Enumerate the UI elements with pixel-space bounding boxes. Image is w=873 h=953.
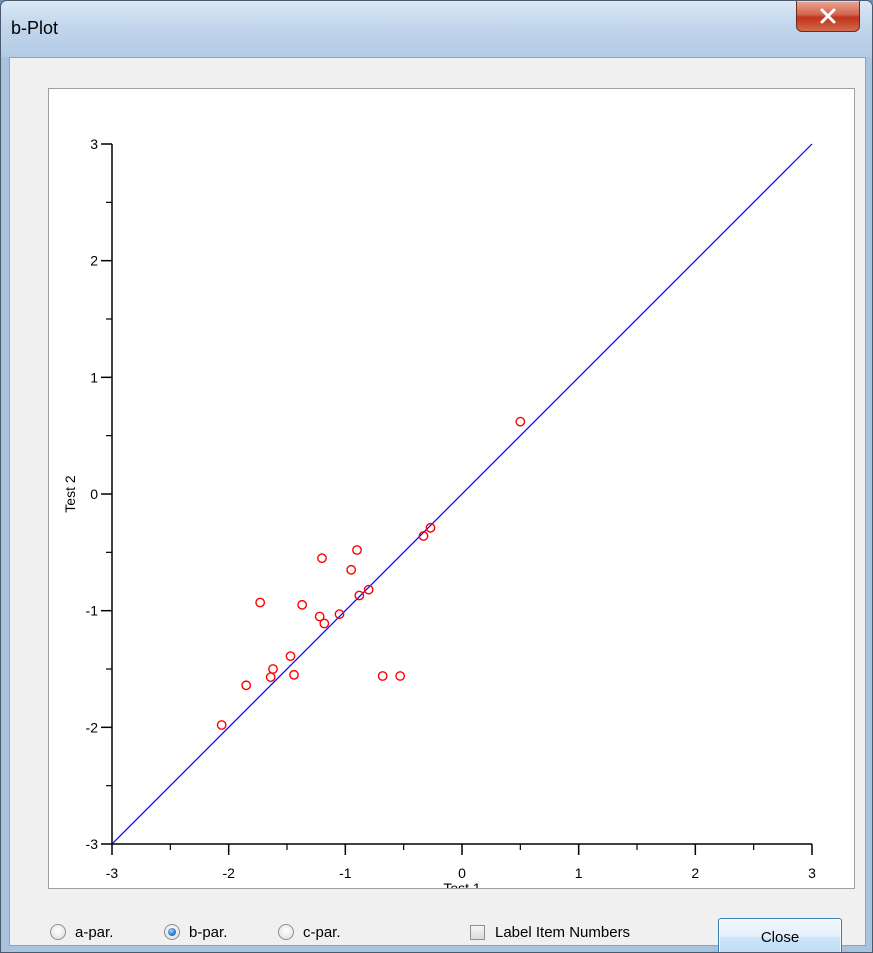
- close-button[interactable]: Close: [718, 918, 842, 952]
- data-point: [334, 609, 345, 620]
- y-tick-label: 0: [90, 486, 98, 502]
- window-close-button[interactable]: [796, 1, 860, 32]
- x-ticks: -3 -2 -1 0 1 2 3: [106, 844, 816, 881]
- close-x-icon: [820, 8, 836, 24]
- data-point: [352, 545, 362, 555]
- plot-area: -3 -2 -1 0 1 2 3 -3 -2 -1 0 1 2 3 Test 1 Test 2: [48, 88, 855, 889]
- scatter-plot: -3 -2 -1 0 1 2 3 -3 -2 -1 0 1 2 3 Test 1 Test 2: [62, 136, 816, 888]
- label-item-numbers-box[interactable]: [470, 924, 485, 940]
- radio-b-par-label: b-par.: [189, 923, 228, 941]
- window-title: b-Plot: [11, 18, 59, 38]
- y-ticks: -3 -2 -1 0 1 2 3: [86, 136, 112, 852]
- x-tick-label: -1: [339, 865, 352, 881]
- x-tick-label: 2: [691, 865, 699, 881]
- data-point: [216, 720, 227, 730]
- data-point: [418, 531, 429, 541]
- x-tick-label: 0: [458, 865, 466, 881]
- data-point: [363, 584, 374, 595]
- x-tick-label: -3: [106, 865, 119, 881]
- data-point: [317, 553, 327, 564]
- data-point: [395, 671, 406, 681]
- y-tick-label: 2: [90, 253, 98, 269]
- y-tick-label: -3: [86, 836, 99, 852]
- y-tick-label: 1: [90, 369, 98, 385]
- controls-bar: a-par. b-par. c-par. Label Item Numbers …: [10, 918, 867, 952]
- data-point: [289, 669, 299, 680]
- radio-c-par[interactable]: c-par.: [278, 920, 341, 944]
- radio-c-par-label: c-par.: [303, 923, 341, 941]
- y-tick-label: -2: [86, 719, 99, 735]
- y-tick-label: -1: [86, 603, 99, 619]
- data-point: [346, 564, 357, 575]
- data-point: [377, 671, 388, 681]
- radio-a-par-label: a-par.: [75, 923, 114, 941]
- data-point: [241, 680, 252, 691]
- radio-b-par-circle[interactable]: [164, 924, 180, 940]
- data-point: [265, 672, 276, 683]
- data-point: [314, 611, 325, 622]
- identity-reference-line: [111, 143, 813, 845]
- data-point: [285, 651, 296, 662]
- y-tick-label: 3: [90, 136, 98, 152]
- data-point: [268, 664, 278, 674]
- data-point: [255, 597, 266, 608]
- title-bar[interactable]: b-Plot: [1, 1, 872, 57]
- data-point: [515, 416, 526, 427]
- dialog-client-area: -3 -2 -1 0 1 2 3 -3 -2 -1 0 1 2 3 Test 1 Test 2 a-pa…: [9, 57, 866, 952]
- x-tick-label: 3: [808, 865, 816, 881]
- label-item-numbers-label: Label Item Numbers: [495, 923, 631, 941]
- data-point: [354, 590, 365, 601]
- x-tick-label: -2: [222, 865, 235, 881]
- radio-c-par-circle[interactable]: [278, 924, 294, 940]
- radio-b-par[interactable]: b-par.: [164, 920, 227, 944]
- data-point: [319, 618, 330, 629]
- data-point: [297, 599, 308, 610]
- data-points: [216, 416, 526, 730]
- radio-a-par[interactable]: a-par.: [50, 920, 113, 944]
- radio-a-par-circle[interactable]: [50, 924, 66, 940]
- x-axis-title: Test 1: [443, 880, 481, 888]
- x-tick-label: 1: [575, 865, 583, 881]
- label-item-numbers-checkbox[interactable]: Label Item Numbers: [470, 920, 630, 944]
- y-axis-title: Test 2: [62, 475, 78, 513]
- data-point: [425, 522, 436, 533]
